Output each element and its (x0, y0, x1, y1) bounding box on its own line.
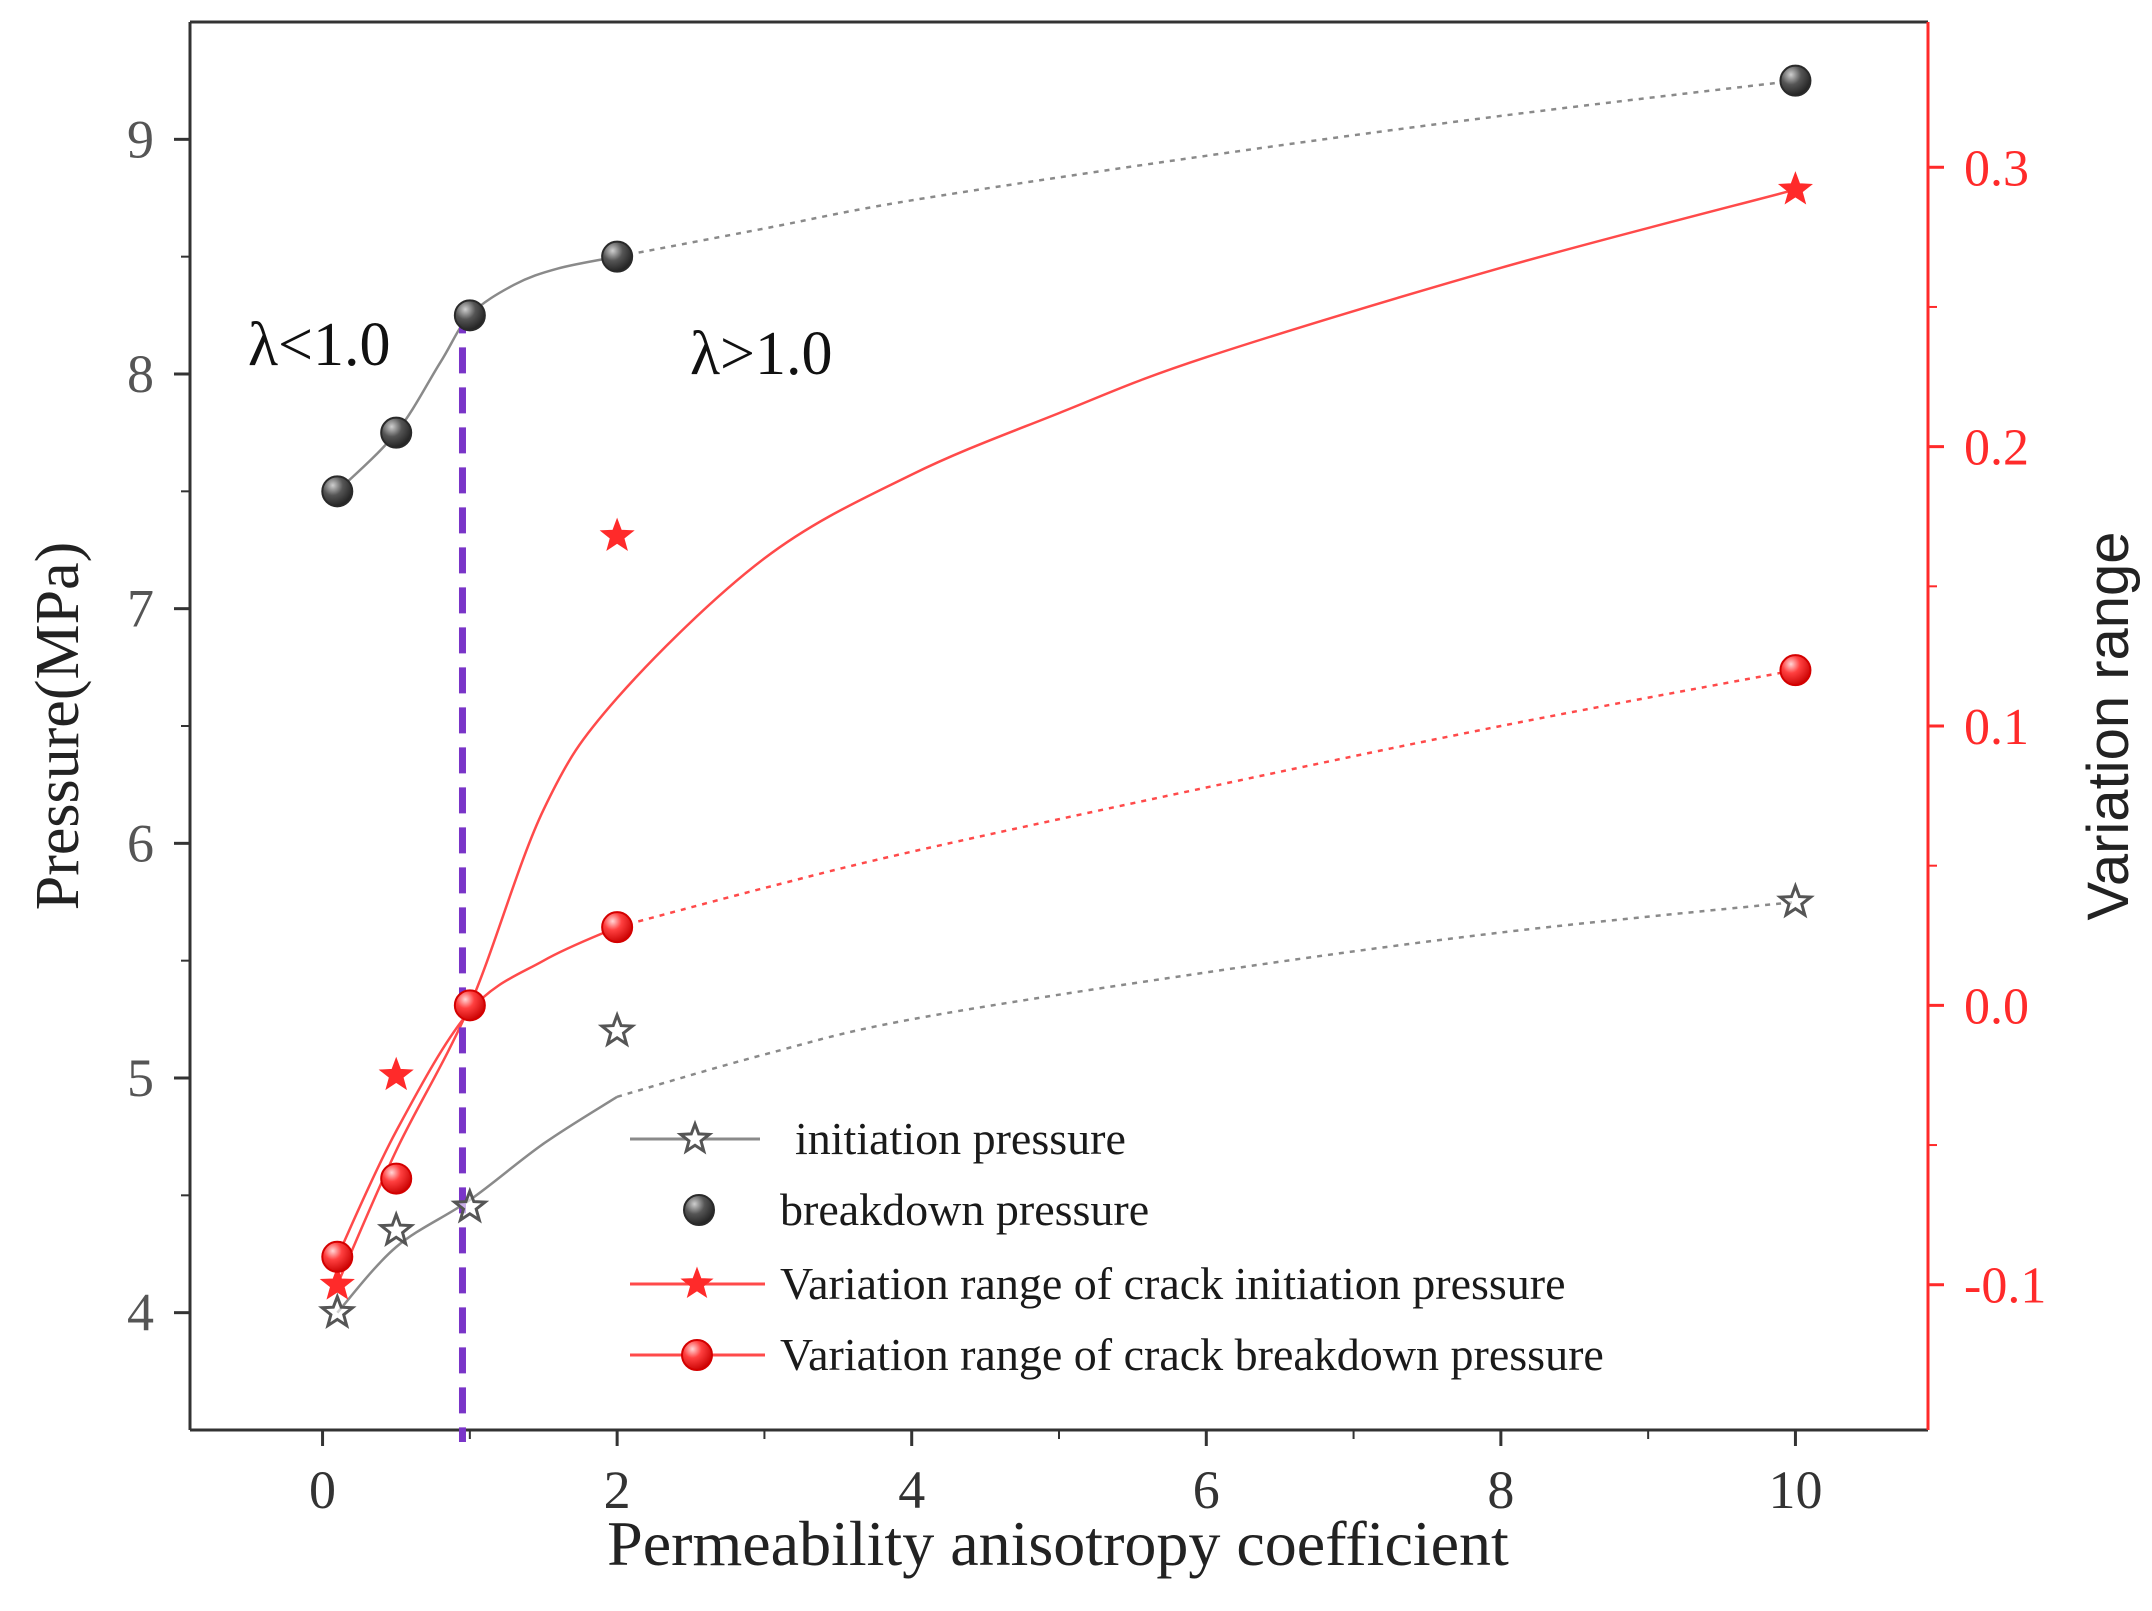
x-tick-label: 10 (1768, 1460, 1822, 1520)
legend: initiation pressure breakdown pressure V… (630, 1113, 1604, 1380)
legend-label-variation-initiation: Variation range of crack initiation pres… (780, 1258, 1566, 1309)
point-breakdown-pressure (380, 416, 413, 449)
legend-star-filled-icon (680, 1266, 714, 1299)
y-right-tick-label: 0.0 (1964, 978, 2029, 1035)
y-axis-right-label: Variation range (2076, 531, 2141, 920)
point-variation-initiation (599, 517, 635, 551)
x-axis-label: Permeability anisotropy coefficient (607, 1508, 1509, 1579)
y-left-tick-label: 8 (127, 344, 154, 404)
y-left-tick-label: 9 (127, 109, 154, 169)
fit-curve-dotted-breakdown-pressure-fit (616, 79, 1796, 258)
point-variation-breakdown (321, 1240, 354, 1273)
y-left-tick-label: 7 (127, 579, 154, 639)
point-initiation-pressure (376, 1210, 416, 1247)
point-initiation-pressure (1776, 881, 1815, 919)
legend-label-variation-breakdown: Variation range of crack breakdown press… (780, 1329, 1604, 1380)
fit-curve-dotted-variation-range-of-crack-breakdown-pressure-fit (616, 668, 1796, 929)
legend-label-breakdown: breakdown pressure (780, 1184, 1149, 1235)
point-breakdown-pressure (453, 299, 486, 332)
fit-curve-dotted-initiation-pressure-fit (616, 900, 1796, 1099)
legend-label-initiation: initiation pressure (795, 1113, 1126, 1164)
legend-star-open-icon (676, 1119, 714, 1155)
fit-curve-variation-range-of-crack-initiation-pressure-fit (336, 188, 1796, 1286)
point-variation-initiation (1777, 171, 1813, 205)
x-tick-label: 2 (604, 1460, 631, 1520)
legend-item-variation-breakdown: Variation range of crack breakdown press… (630, 1329, 1604, 1380)
point-initiation-pressure (450, 1186, 490, 1224)
x-tick-label: 6 (1193, 1460, 1220, 1520)
point-breakdown-pressure (601, 240, 634, 273)
y-left-tick-label: 4 (127, 1283, 154, 1343)
point-variation-breakdown (601, 911, 634, 944)
y-right-tick-label: -0.1 (1964, 1258, 2046, 1315)
y-axis-left-label: Pressure(MPa) (24, 542, 92, 911)
x-tick-label: 8 (1487, 1460, 1514, 1520)
legend-circle-red-icon (681, 1339, 713, 1371)
point-breakdown-pressure (321, 475, 354, 508)
point-variation-initiation (378, 1056, 414, 1091)
legend-item-breakdown-pressure: breakdown pressure (683, 1184, 1149, 1235)
y-right-tick-label: 0.2 (1964, 420, 2029, 477)
data-points (318, 64, 1815, 1330)
annotation-right-region: λ>1.0 (690, 320, 833, 388)
point-variation-breakdown (453, 989, 486, 1022)
point-breakdown-pressure (1779, 64, 1812, 97)
legend-item-initiation-pressure: initiation pressure (630, 1113, 1126, 1164)
point-variation-initiation (319, 1266, 355, 1300)
legend-circle-gray-icon (683, 1194, 715, 1226)
x-tick-label: 4 (898, 1460, 925, 1520)
point-variation-breakdown (1779, 654, 1812, 687)
point-initiation-pressure (597, 1010, 637, 1048)
x-tick-label: 0 (309, 1460, 336, 1520)
y-right-tick-label: 0.1 (1964, 699, 2029, 756)
y-right-tick-label: 0.3 (1964, 140, 2029, 197)
point-initiation-pressure (318, 1292, 357, 1330)
legend-item-variation-initiation: Variation range of crack initiation pres… (630, 1258, 1566, 1309)
y-left-tick-label: 5 (127, 1048, 154, 1108)
axis-ticks: 0 2 4 6 8 10 4 5 6 7 8 9 -0.1 0.0 0.1 0.2 0.3 (127, 109, 2046, 1520)
point-variation-breakdown (380, 1162, 413, 1195)
y-left-tick-label: 6 (127, 813, 154, 873)
annotation-left-region: λ<1.0 (248, 311, 391, 379)
